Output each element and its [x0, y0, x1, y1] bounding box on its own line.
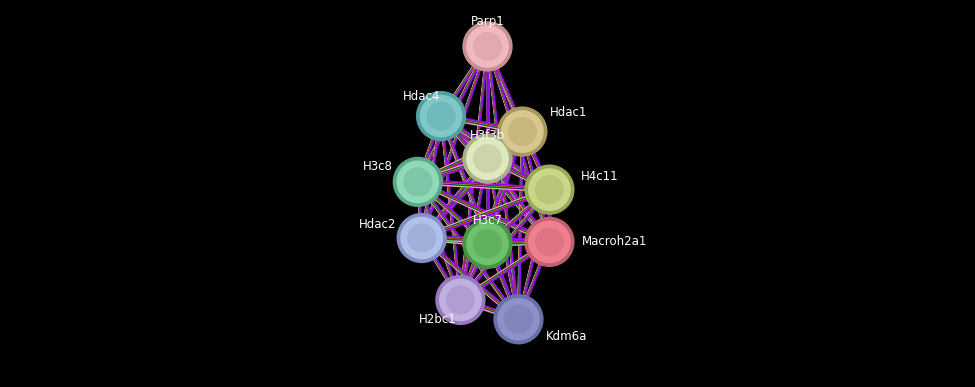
- Circle shape: [418, 94, 463, 139]
- Text: Kdm6a: Kdm6a: [546, 330, 587, 343]
- Circle shape: [397, 213, 447, 263]
- Circle shape: [396, 159, 441, 204]
- Circle shape: [465, 24, 510, 69]
- Circle shape: [404, 167, 433, 197]
- Circle shape: [408, 223, 436, 253]
- Circle shape: [526, 219, 572, 264]
- Text: Hdac1: Hdac1: [550, 106, 587, 119]
- Text: H2bc1: H2bc1: [418, 313, 456, 326]
- Circle shape: [473, 32, 502, 61]
- Circle shape: [535, 175, 564, 204]
- Circle shape: [473, 144, 502, 173]
- Circle shape: [526, 167, 572, 212]
- Circle shape: [400, 216, 445, 260]
- Text: Macroh2a1: Macroh2a1: [582, 235, 647, 248]
- Text: Hdac2: Hdac2: [359, 218, 397, 231]
- Text: Hdac4: Hdac4: [403, 90, 441, 103]
- Circle shape: [496, 297, 541, 342]
- Text: H3f3b: H3f3b: [470, 129, 505, 142]
- Circle shape: [504, 305, 533, 334]
- Circle shape: [465, 136, 510, 181]
- Circle shape: [525, 217, 574, 267]
- Circle shape: [493, 294, 544, 344]
- Circle shape: [500, 109, 545, 154]
- Circle shape: [438, 277, 483, 322]
- Circle shape: [462, 21, 513, 72]
- Circle shape: [416, 91, 466, 141]
- Circle shape: [535, 227, 564, 257]
- Text: H4c11: H4c11: [580, 170, 618, 183]
- Circle shape: [435, 275, 486, 325]
- Circle shape: [393, 157, 443, 207]
- Circle shape: [426, 101, 455, 131]
- Circle shape: [446, 285, 475, 315]
- Circle shape: [465, 221, 510, 266]
- Circle shape: [497, 106, 548, 157]
- Circle shape: [462, 219, 513, 269]
- Circle shape: [525, 164, 574, 215]
- Text: Parp1: Parp1: [471, 15, 504, 28]
- Circle shape: [462, 134, 513, 184]
- Circle shape: [508, 117, 537, 146]
- Text: H3c7: H3c7: [473, 214, 502, 227]
- Text: H3c8: H3c8: [363, 160, 393, 173]
- Circle shape: [473, 229, 502, 259]
